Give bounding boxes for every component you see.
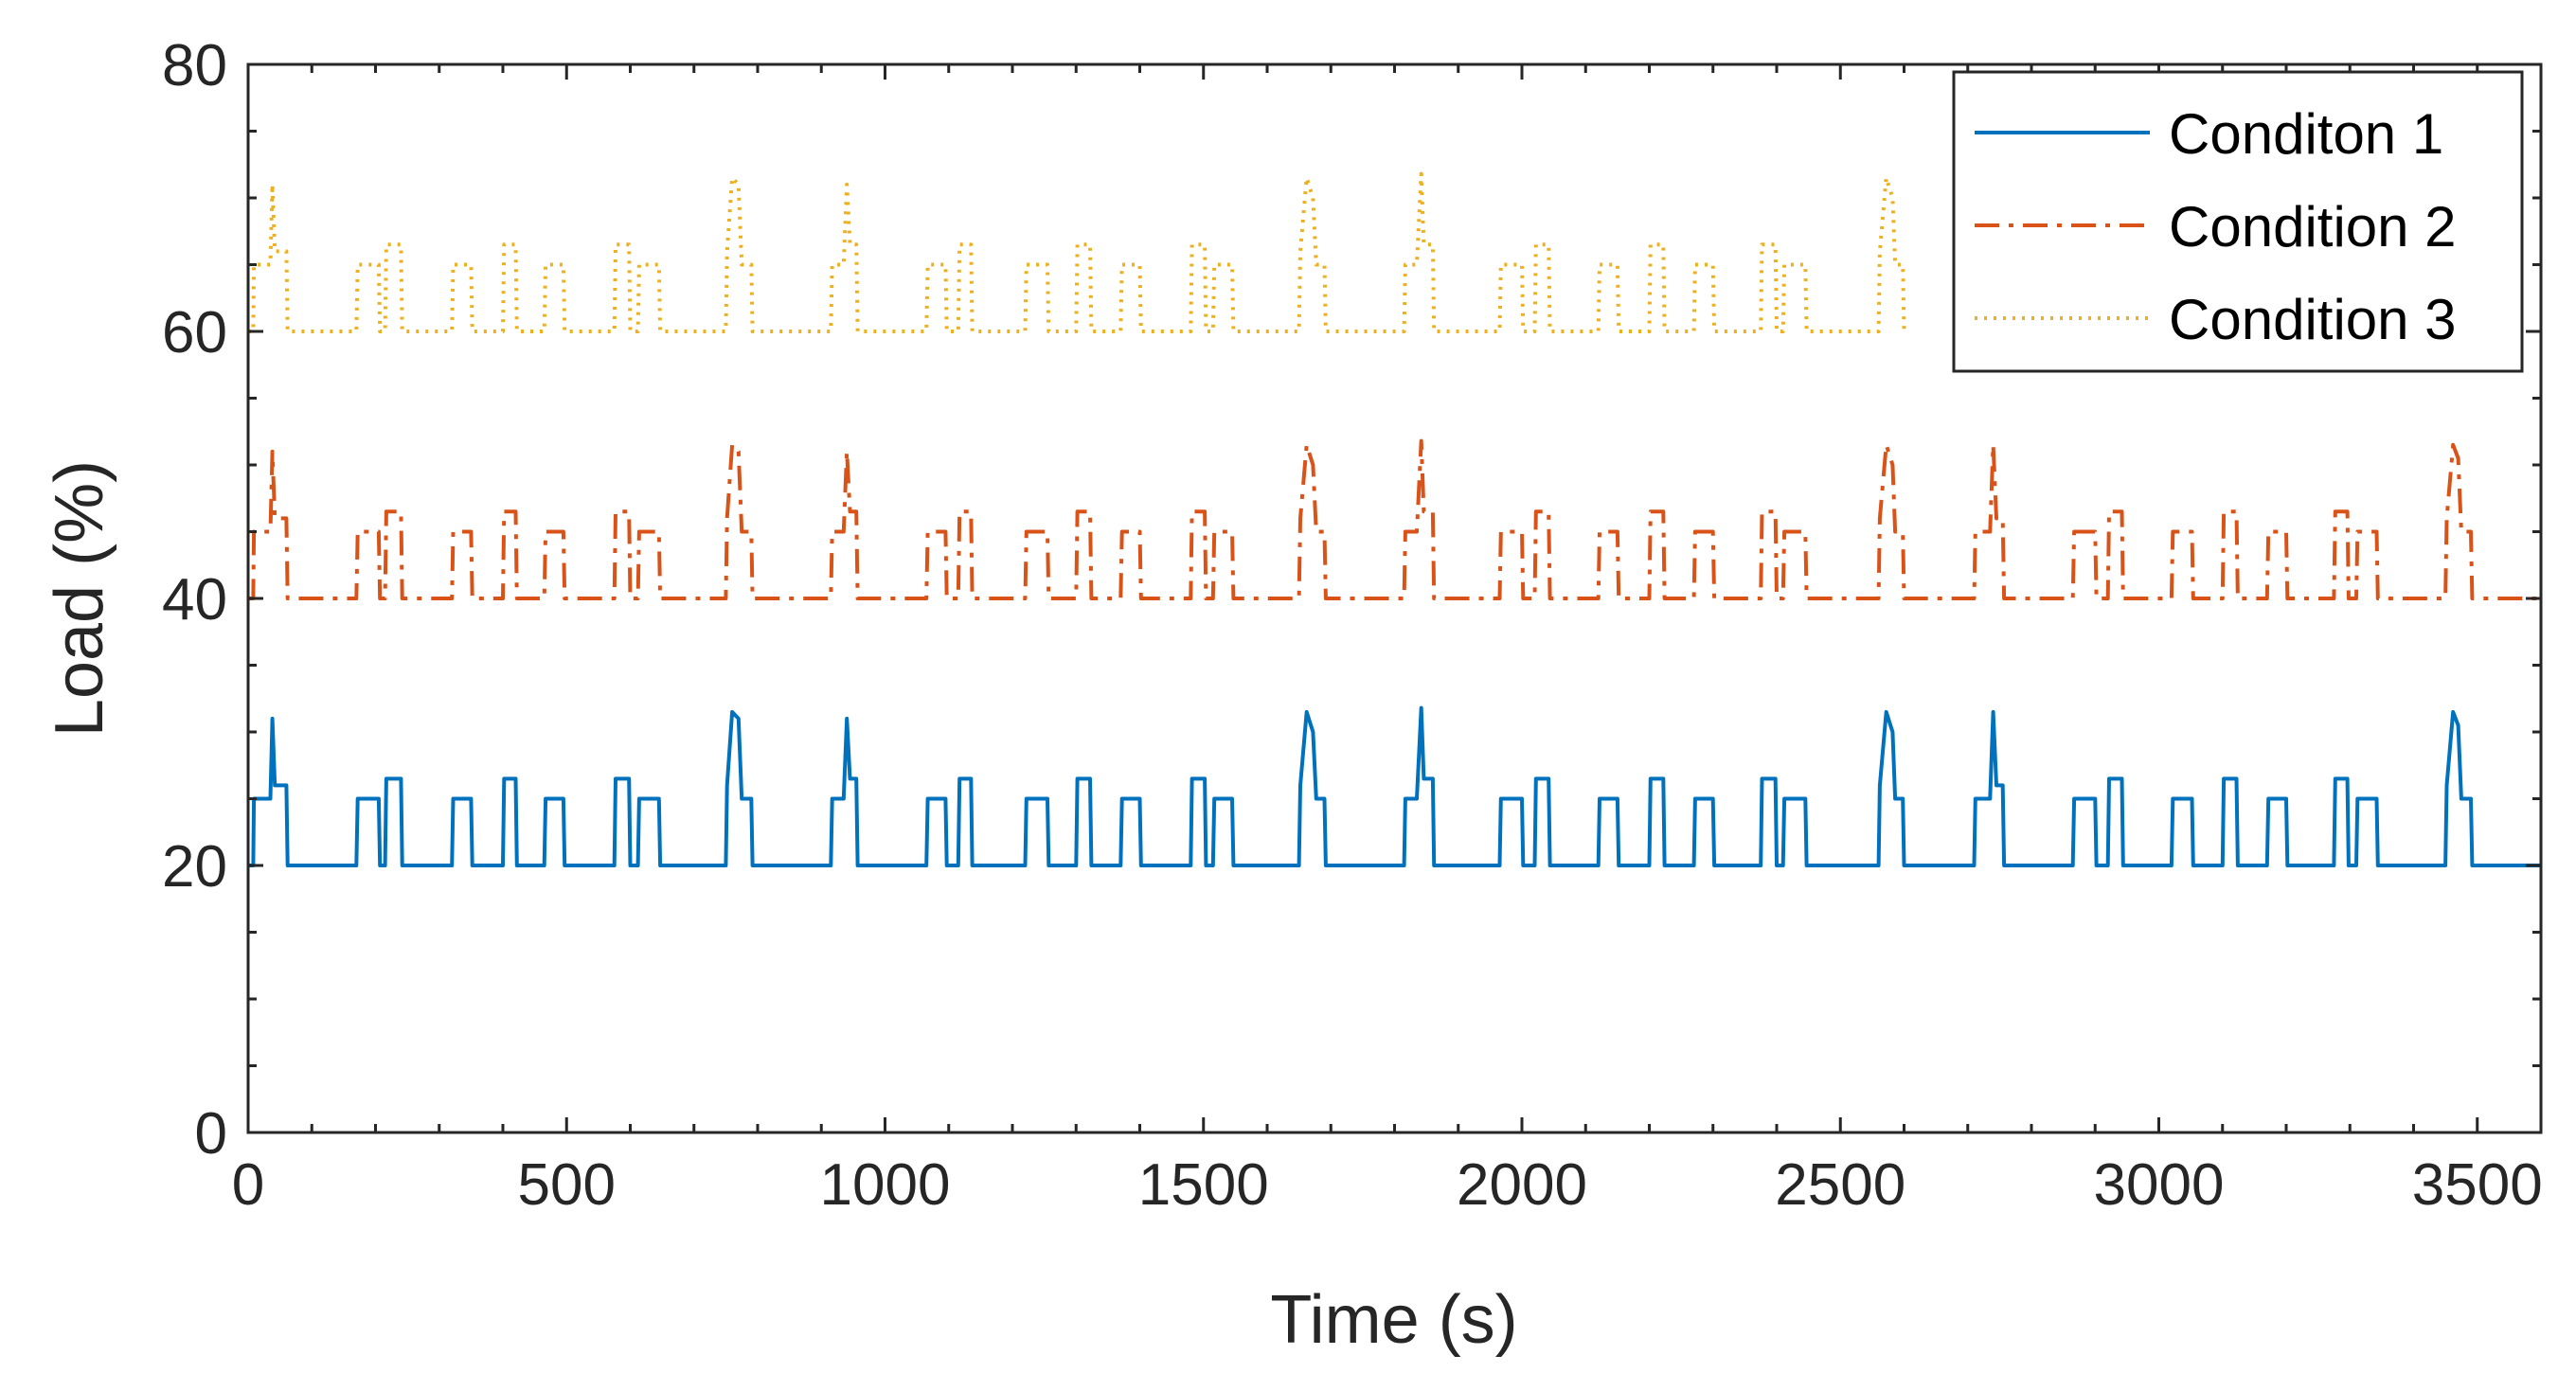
plot-series xyxy=(248,171,2541,867)
x-tick-label: 0 xyxy=(232,1152,264,1218)
legend-label-condition-1: Conditon 1 xyxy=(2169,102,2443,166)
y-axis-title: Load (%) xyxy=(42,460,117,737)
legend-label-condition-3: Condition 3 xyxy=(2169,288,2457,351)
x-tick-label: 2000 xyxy=(1457,1152,1587,1218)
y-tick-label: 60 xyxy=(162,300,227,366)
x-tick-label: 1000 xyxy=(820,1152,951,1218)
tick-labels: 0 500 1000 1500 2000 2500 3000 3500 0 20 40 60 80 xyxy=(162,33,2543,1218)
x-tick-label: 1500 xyxy=(1138,1152,1269,1218)
y-tick-label: 40 xyxy=(162,567,227,633)
y-tick-label: 80 xyxy=(162,33,227,98)
y-tick-label: 0 xyxy=(195,1101,227,1167)
legend-label-condition-2: Condition 2 xyxy=(2169,195,2457,259)
x-tick-label: 500 xyxy=(518,1152,616,1218)
x-tick-label: 3500 xyxy=(2412,1152,2543,1218)
series-line-1 xyxy=(248,705,2541,867)
legend: Conditon 1 Condition 2 Condition 3 xyxy=(1952,70,2524,373)
x-tick-label: 3000 xyxy=(2094,1152,2225,1218)
legend-box xyxy=(1952,70,2524,373)
x-axis-title: Time (s) xyxy=(1270,1282,1517,1358)
series-line-2 xyxy=(248,438,2541,600)
series-line-3 xyxy=(248,171,1906,333)
axis-ticks xyxy=(246,62,2543,1134)
x-tick-label: 2500 xyxy=(1775,1152,1905,1218)
y-tick-label: 20 xyxy=(162,834,227,900)
